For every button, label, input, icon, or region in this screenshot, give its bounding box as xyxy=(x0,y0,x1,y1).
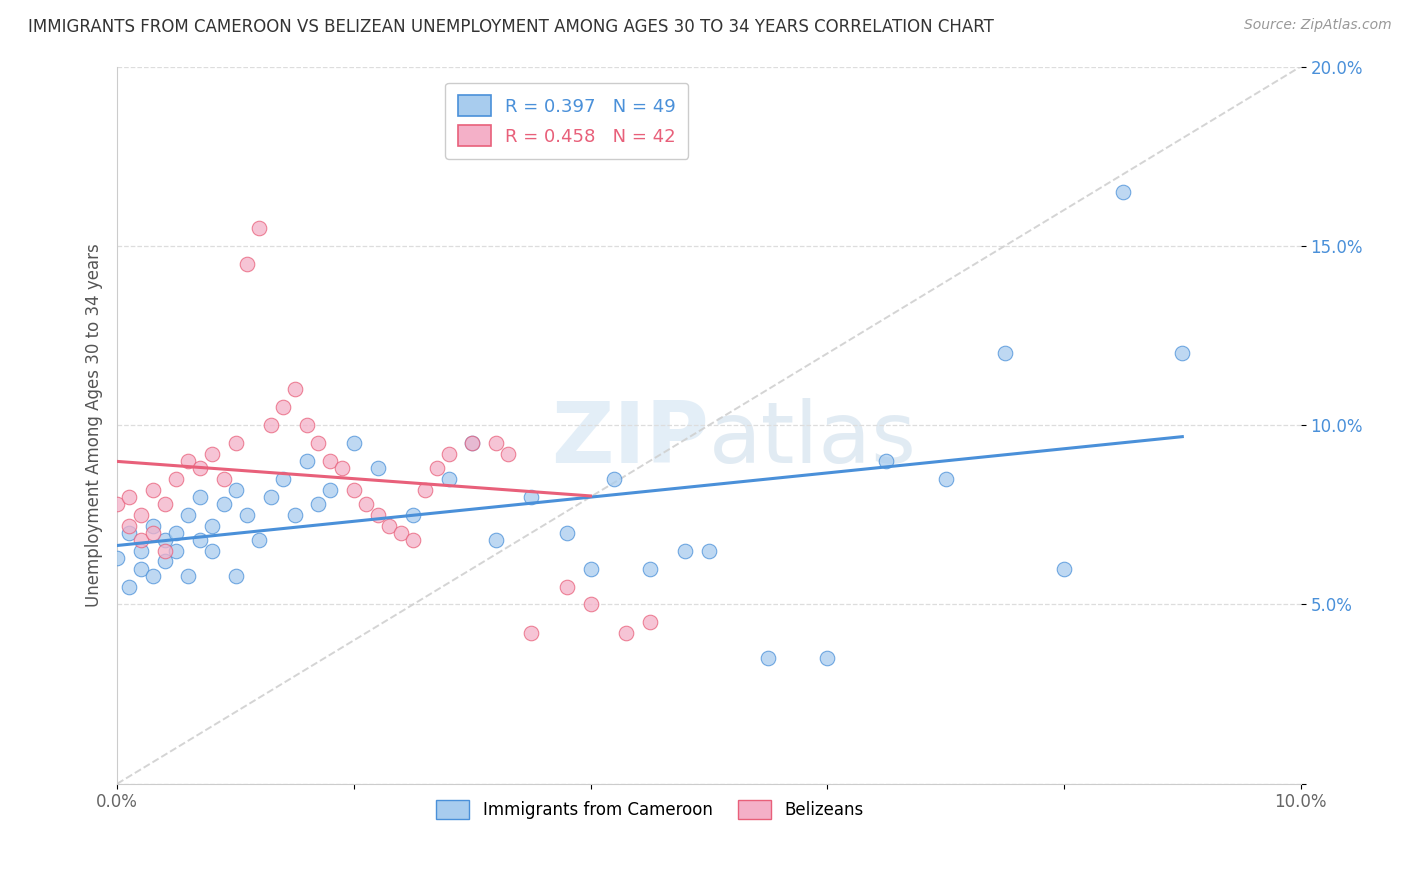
Point xyxy=(284,508,307,522)
Point xyxy=(153,543,176,558)
Point xyxy=(378,518,401,533)
Point xyxy=(129,508,152,522)
Point xyxy=(935,472,957,486)
Point xyxy=(225,568,247,582)
Point xyxy=(201,518,224,533)
Point xyxy=(188,490,211,504)
Point xyxy=(153,554,176,568)
Point xyxy=(153,533,176,547)
Text: Source: ZipAtlas.com: Source: ZipAtlas.com xyxy=(1244,18,1392,32)
Point xyxy=(260,418,283,433)
Legend: Immigrants from Cameroon, Belizeans: Immigrants from Cameroon, Belizeans xyxy=(429,793,870,826)
Point xyxy=(307,436,329,450)
Point xyxy=(485,436,508,450)
Point xyxy=(142,525,165,540)
Point xyxy=(579,561,602,575)
Point xyxy=(994,346,1017,360)
Point xyxy=(579,598,602,612)
Point xyxy=(638,615,661,630)
Point xyxy=(129,533,152,547)
Point xyxy=(188,461,211,475)
Point xyxy=(212,472,235,486)
Point xyxy=(188,533,211,547)
Point xyxy=(437,447,460,461)
Point xyxy=(343,483,366,497)
Point xyxy=(165,472,187,486)
Point xyxy=(129,543,152,558)
Point xyxy=(319,483,342,497)
Text: ZIP: ZIP xyxy=(551,398,709,481)
Point xyxy=(295,454,318,468)
Point xyxy=(1171,346,1194,360)
Point xyxy=(177,568,200,582)
Point xyxy=(614,626,637,640)
Point xyxy=(756,651,779,665)
Point xyxy=(284,382,307,396)
Point xyxy=(247,533,270,547)
Point xyxy=(389,525,412,540)
Point xyxy=(142,483,165,497)
Point xyxy=(1053,561,1076,575)
Point xyxy=(354,497,377,511)
Point xyxy=(105,497,128,511)
Point xyxy=(367,461,389,475)
Point xyxy=(461,436,484,450)
Point xyxy=(815,651,838,665)
Point xyxy=(330,461,353,475)
Point xyxy=(271,472,294,486)
Point xyxy=(153,497,176,511)
Point xyxy=(319,454,342,468)
Point xyxy=(426,461,449,475)
Point xyxy=(225,483,247,497)
Point xyxy=(201,447,224,461)
Point xyxy=(402,533,425,547)
Point xyxy=(201,543,224,558)
Point xyxy=(496,447,519,461)
Point xyxy=(105,550,128,565)
Point xyxy=(520,490,543,504)
Point xyxy=(367,508,389,522)
Point xyxy=(413,483,436,497)
Point xyxy=(142,518,165,533)
Point xyxy=(212,497,235,511)
Point xyxy=(343,436,366,450)
Point xyxy=(520,626,543,640)
Point xyxy=(402,508,425,522)
Point xyxy=(673,543,696,558)
Point xyxy=(129,561,152,575)
Point xyxy=(555,580,578,594)
Point xyxy=(485,533,508,547)
Text: IMMIGRANTS FROM CAMEROON VS BELIZEAN UNEMPLOYMENT AMONG AGES 30 TO 34 YEARS CORR: IMMIGRANTS FROM CAMEROON VS BELIZEAN UNE… xyxy=(28,18,994,36)
Point xyxy=(260,490,283,504)
Point xyxy=(697,543,720,558)
Point xyxy=(247,221,270,235)
Point xyxy=(177,508,200,522)
Point xyxy=(603,131,626,145)
Point xyxy=(638,561,661,575)
Point xyxy=(875,454,897,468)
Point xyxy=(555,525,578,540)
Point xyxy=(437,472,460,486)
Point xyxy=(118,490,141,504)
Point xyxy=(118,580,141,594)
Point xyxy=(295,418,318,433)
Y-axis label: Unemployment Among Ages 30 to 34 years: Unemployment Among Ages 30 to 34 years xyxy=(86,244,103,607)
Point xyxy=(307,497,329,511)
Point xyxy=(177,454,200,468)
Point xyxy=(236,508,259,522)
Point xyxy=(225,436,247,450)
Point xyxy=(461,436,484,450)
Text: atlas: atlas xyxy=(709,398,917,481)
Point xyxy=(118,525,141,540)
Point xyxy=(118,518,141,533)
Point xyxy=(236,257,259,271)
Point xyxy=(165,525,187,540)
Point xyxy=(1112,185,1135,199)
Point xyxy=(165,543,187,558)
Point xyxy=(603,472,626,486)
Point xyxy=(271,401,294,415)
Point xyxy=(142,568,165,582)
